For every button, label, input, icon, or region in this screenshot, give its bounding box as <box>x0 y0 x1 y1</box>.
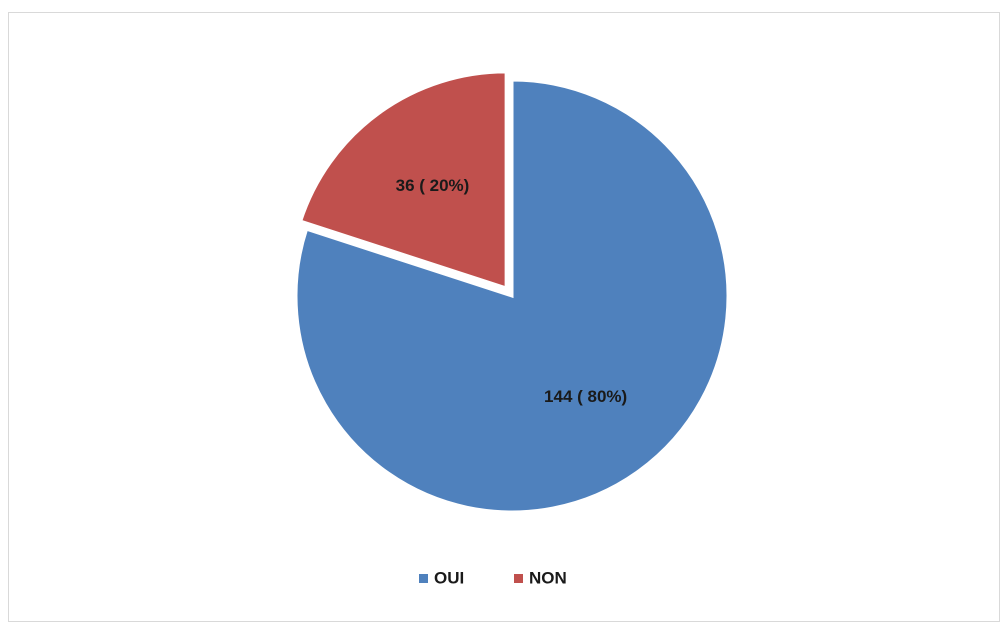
pie-chart: 144 ( 80%) 36 ( 20%) OUI NON <box>294 70 730 587</box>
pie-slices <box>294 70 730 514</box>
data-label-oui: 144 ( 80%) <box>544 387 627 406</box>
legend-label-oui: OUI <box>434 568 464 587</box>
legend: OUI NON <box>419 568 567 587</box>
pie-data-labels: 144 ( 80%) 36 ( 20%) <box>396 176 628 406</box>
legend-swatch-oui <box>419 574 428 583</box>
legend-label-non: NON <box>529 568 567 587</box>
data-label-non: 36 ( 20%) <box>396 176 470 195</box>
pie-slice-non <box>298 70 508 290</box>
legend-swatch-non <box>514 574 523 583</box>
chart-area: 144 ( 80%) 36 ( 20%) OUI NON <box>8 12 1000 622</box>
pie-slice-oui <box>294 78 730 514</box>
